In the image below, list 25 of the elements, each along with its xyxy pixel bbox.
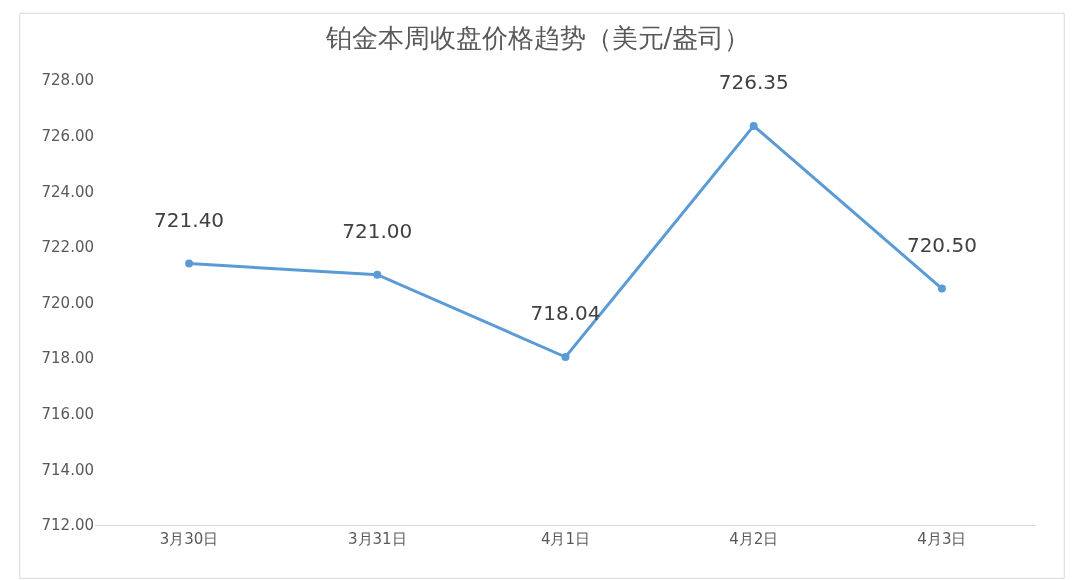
point (373, 270, 382, 279)
y-tick-label: 712.00 (41, 516, 94, 535)
y-tick-label: 722.00 (41, 238, 94, 257)
data-label: 726.35 (718, 69, 789, 94)
y-tick-label: 726.00 (41, 126, 94, 145)
x-tick-label: 3月31日 (347, 530, 407, 548)
x-tick-label: 4月2日 (729, 530, 779, 548)
point (937, 284, 946, 293)
data-label: 721.00 (342, 218, 413, 243)
y-tick-label: 716.00 (41, 405, 94, 423)
data-label: 720.50 (906, 232, 977, 257)
y-tick-label: 720.00 (41, 293, 94, 312)
y-tick-label: 714.00 (41, 460, 94, 479)
point (185, 259, 194, 268)
data-label: 718.04 (530, 301, 601, 326)
y-tick-label: 718.00 (41, 349, 94, 368)
x-tick-label: 3月30日 (159, 530, 219, 548)
chart-title: 铂金本周收盘价格趋势（美元/盎司） (324, 23, 751, 54)
point (749, 121, 758, 130)
point (561, 353, 570, 362)
y-tick-label: 724.00 (41, 182, 94, 201)
y-tick-label: 728.00 (41, 71, 94, 90)
data-label: 721.40 (154, 207, 225, 232)
x-tick-label: 4月1日 (540, 530, 591, 548)
x-tick-label: 4月3日 (917, 530, 967, 548)
